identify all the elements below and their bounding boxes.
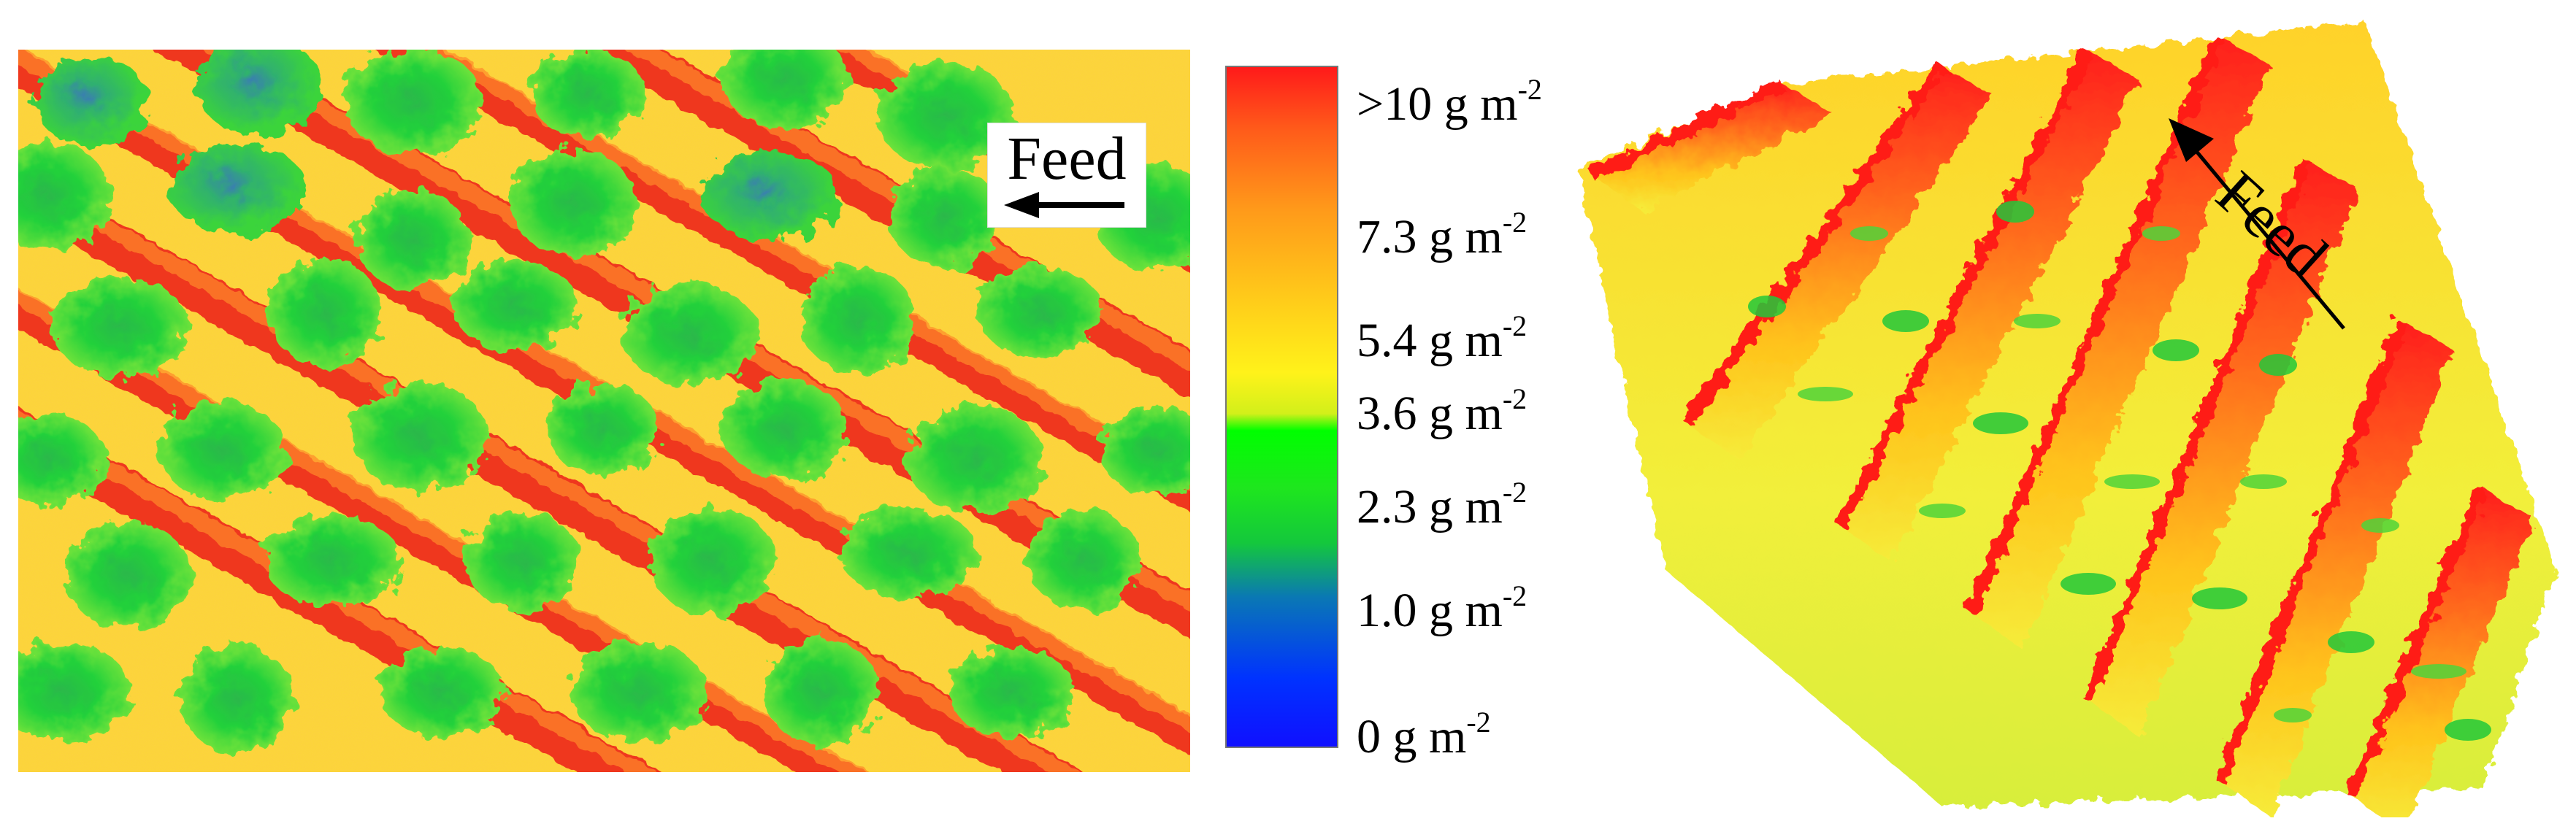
valley-patch	[1748, 296, 1786, 317]
valley-patch	[1919, 504, 1966, 518]
green-patch	[1100, 406, 1190, 496]
green-patch	[196, 50, 322, 136]
green-patch	[169, 143, 306, 234]
ridge-crest	[2088, 161, 2358, 737]
red-ridge	[154, 50, 1190, 640]
green-patch	[889, 168, 1003, 267]
orange-ridge-edge	[415, 50, 1190, 492]
green-patch	[351, 382, 488, 490]
green-patch-group	[18, 50, 1190, 753]
valley-patch	[1973, 412, 2028, 434]
ridge-edge	[1834, 48, 2094, 528]
green-patch	[801, 266, 915, 374]
green-patch	[356, 190, 469, 289]
green-patch	[52, 277, 189, 377]
feed-label-2d: Feed	[1007, 125, 1127, 193]
green-patch	[702, 150, 839, 241]
green-patch	[877, 61, 1014, 169]
valley-patch	[2328, 631, 2374, 653]
ridge-edge	[1682, 62, 1947, 427]
valley-patch	[1850, 226, 1888, 241]
ridge-edge	[2082, 158, 2313, 704]
green-patch	[510, 149, 636, 257]
ridge-crest	[1840, 51, 2139, 562]
green-patch	[722, 50, 848, 128]
valley-patch	[2142, 226, 2180, 241]
green-patch	[379, 647, 505, 737]
colorbar-tick-label: 3.6 g m-2	[1357, 382, 1527, 440]
green-patch	[18, 413, 104, 504]
ridge-edge	[2345, 486, 2488, 798]
green-patch	[531, 50, 645, 139]
colorbar-tick-label: 2.3 g m-2	[1357, 476, 1527, 533]
green-patch	[18, 642, 131, 741]
valley-patch	[2445, 719, 2491, 741]
green-patch	[1027, 511, 1141, 610]
valley-patch	[1882, 310, 1929, 332]
green-patch	[621, 285, 759, 384]
ridge-crest	[1971, 36, 2271, 650]
red-ridge	[375, 50, 1190, 514]
colorbar-tick-label: >10 g m-2	[1357, 73, 1542, 131]
valley-patch-group-3d	[1748, 201, 2491, 741]
ridge-crest	[2220, 321, 2453, 817]
green-patch	[264, 515, 401, 606]
valley-patch	[2061, 573, 2116, 595]
valley-patch	[1996, 201, 2034, 223]
left-arrow-icon	[1004, 192, 1124, 218]
green-patch	[18, 142, 110, 250]
red-ridge	[578, 50, 1190, 398]
green-patch	[65, 521, 191, 629]
feed-legend-box: Feed	[987, 123, 1146, 228]
valley-patch	[1798, 387, 1853, 401]
valley-patch	[2014, 314, 2061, 328]
ridge-crest	[1592, 84, 1833, 212]
valley-patch	[2153, 339, 2199, 361]
colorbar-tick-label: 0 g m-2	[1357, 706, 1491, 763]
ridge-crest	[1687, 66, 1993, 460]
green-patch	[545, 384, 659, 474]
surface-3d	[1577, 22, 2556, 817]
valley-patch	[2274, 708, 2312, 722]
colorbar-tick-label: 7.3 g m-2	[1357, 206, 1527, 263]
colorbar-tick-label: 5.4 g m-2	[1357, 309, 1527, 367]
ridge-edge	[2214, 319, 2408, 783]
green-patch	[452, 260, 578, 350]
green-patch	[906, 404, 1043, 512]
valley-patch	[2192, 587, 2247, 609]
green-patch	[180, 645, 294, 753]
valley-patch	[2259, 354, 2297, 376]
diagonal-arrow-icon	[2169, 118, 2345, 330]
green-patch	[978, 267, 1103, 358]
green-patch	[722, 379, 848, 479]
colorbar	[1225, 66, 1338, 748]
orange-ridge-edge	[18, 50, 1190, 733]
green-patch	[948, 647, 1074, 737]
ridge-edge	[1589, 78, 1785, 181]
colorbar-tick-label: 1.0 g m-2	[1357, 579, 1527, 637]
green-patch	[649, 506, 775, 614]
green-patch	[764, 638, 878, 746]
green-patch	[160, 401, 285, 501]
valley-patch	[2411, 664, 2466, 679]
green-patch	[268, 258, 382, 366]
green-patch	[34, 55, 148, 146]
green-patch	[465, 511, 579, 610]
green-patch	[840, 508, 978, 598]
valley-patch	[2361, 518, 2399, 533]
green-patch	[570, 642, 708, 741]
ridge-crest	[2351, 489, 2534, 817]
valley-patch	[2104, 474, 2160, 489]
orange-ridge-edge	[626, 50, 1190, 371]
green-patch	[344, 50, 481, 155]
valley-patch	[2240, 474, 2287, 489]
ridge-group-3d	[1589, 34, 2534, 817]
